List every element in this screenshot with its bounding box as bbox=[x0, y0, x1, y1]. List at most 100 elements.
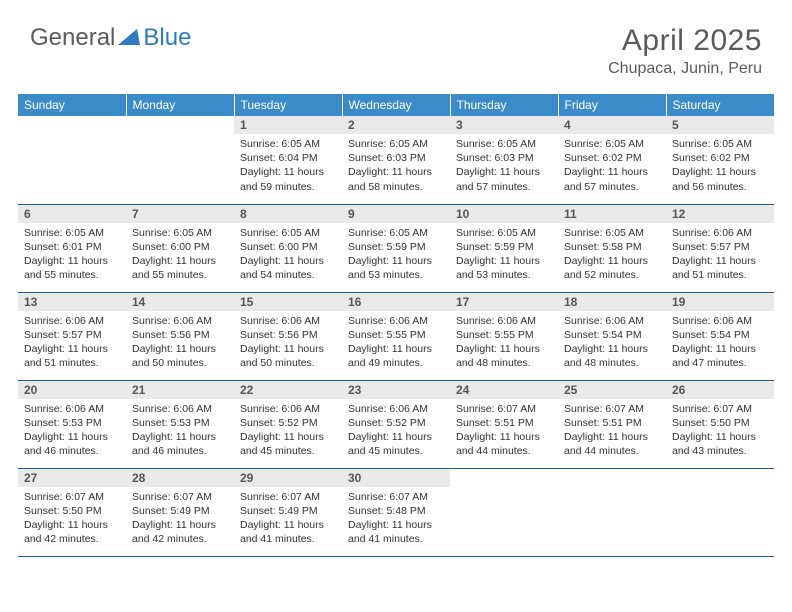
day-data: Sunrise: 6:06 AMSunset: 5:57 PMDaylight:… bbox=[18, 311, 126, 375]
day-number: 9 bbox=[342, 205, 450, 223]
weekday-header: Wednesday bbox=[342, 94, 450, 116]
day-number: 20 bbox=[18, 381, 126, 399]
location: Chupaca, Junin, Peru bbox=[608, 60, 762, 78]
day-data: Sunrise: 6:07 AMSunset: 5:51 PMDaylight:… bbox=[450, 399, 558, 463]
calendar-cell bbox=[666, 468, 774, 556]
day-data: Sunrise: 6:06 AMSunset: 5:55 PMDaylight:… bbox=[450, 311, 558, 375]
calendar-cell: 14Sunrise: 6:06 AMSunset: 5:56 PMDayligh… bbox=[126, 292, 234, 380]
day-number: 1 bbox=[234, 116, 342, 134]
day-data: Sunrise: 6:06 AMSunset: 5:52 PMDaylight:… bbox=[234, 399, 342, 463]
calendar-cell: 3Sunrise: 6:05 AMSunset: 6:03 PMDaylight… bbox=[450, 116, 558, 204]
day-data: Sunrise: 6:05 AMSunset: 6:01 PMDaylight:… bbox=[18, 223, 126, 287]
day-data: Sunrise: 6:05 AMSunset: 6:00 PMDaylight:… bbox=[234, 223, 342, 287]
day-data: Sunrise: 6:06 AMSunset: 5:55 PMDaylight:… bbox=[342, 311, 450, 375]
day-data: Sunrise: 6:07 AMSunset: 5:49 PMDaylight:… bbox=[234, 487, 342, 551]
day-data: Sunrise: 6:06 AMSunset: 5:53 PMDaylight:… bbox=[18, 399, 126, 463]
calendar-cell: 11Sunrise: 6:05 AMSunset: 5:58 PMDayligh… bbox=[558, 204, 666, 292]
day-data: Sunrise: 6:06 AMSunset: 5:54 PMDaylight:… bbox=[666, 311, 774, 375]
calendar-cell bbox=[450, 468, 558, 556]
calendar-cell: 19Sunrise: 6:06 AMSunset: 5:54 PMDayligh… bbox=[666, 292, 774, 380]
day-number: 3 bbox=[450, 116, 558, 134]
calendar-cell: 4Sunrise: 6:05 AMSunset: 6:02 PMDaylight… bbox=[558, 116, 666, 204]
day-data: Sunrise: 6:05 AMSunset: 6:02 PMDaylight:… bbox=[558, 134, 666, 198]
day-number: 25 bbox=[558, 381, 666, 399]
day-number: 4 bbox=[558, 116, 666, 134]
day-number: 15 bbox=[234, 293, 342, 311]
day-data: Sunrise: 6:05 AMSunset: 6:00 PMDaylight:… bbox=[126, 223, 234, 287]
day-data: Sunrise: 6:05 AMSunset: 6:04 PMDaylight:… bbox=[234, 134, 342, 198]
calendar-cell: 1Sunrise: 6:05 AMSunset: 6:04 PMDaylight… bbox=[234, 116, 342, 204]
day-data: Sunrise: 6:06 AMSunset: 5:54 PMDaylight:… bbox=[558, 311, 666, 375]
calendar-cell: 2Sunrise: 6:05 AMSunset: 6:03 PMDaylight… bbox=[342, 116, 450, 204]
day-number: 8 bbox=[234, 205, 342, 223]
day-number: 11 bbox=[558, 205, 666, 223]
calendar-row: ....1Sunrise: 6:05 AMSunset: 6:04 PMDayl… bbox=[18, 116, 774, 204]
day-data: Sunrise: 6:06 AMSunset: 5:53 PMDaylight:… bbox=[126, 399, 234, 463]
day-data: Sunrise: 6:05 AMSunset: 5:59 PMDaylight:… bbox=[342, 223, 450, 287]
day-number: 12 bbox=[666, 205, 774, 223]
day-number: 27 bbox=[18, 469, 126, 487]
calendar-table: SundayMondayTuesdayWednesdayThursdayFrid… bbox=[18, 94, 774, 557]
day-number: 18 bbox=[558, 293, 666, 311]
calendar-cell: 5Sunrise: 6:05 AMSunset: 6:02 PMDaylight… bbox=[666, 116, 774, 204]
day-number: 13 bbox=[18, 293, 126, 311]
triangle-icon bbox=[118, 27, 140, 50]
day-data: Sunrise: 6:07 AMSunset: 5:50 PMDaylight:… bbox=[18, 487, 126, 551]
day-data: Sunrise: 6:07 AMSunset: 5:49 PMDaylight:… bbox=[126, 487, 234, 551]
day-number: 29 bbox=[234, 469, 342, 487]
calendar-cell: 21Sunrise: 6:06 AMSunset: 5:53 PMDayligh… bbox=[126, 380, 234, 468]
day-data: Sunrise: 6:05 AMSunset: 5:58 PMDaylight:… bbox=[558, 223, 666, 287]
weekday-header: Thursday bbox=[450, 94, 558, 116]
day-number: 26 bbox=[666, 381, 774, 399]
calendar-cell: 15Sunrise: 6:06 AMSunset: 5:56 PMDayligh… bbox=[234, 292, 342, 380]
day-number: 24 bbox=[450, 381, 558, 399]
day-data: Sunrise: 6:07 AMSunset: 5:51 PMDaylight:… bbox=[558, 399, 666, 463]
logo-text-general: General bbox=[30, 24, 115, 52]
logo-text-blue: Blue bbox=[143, 24, 191, 52]
calendar-cell: 29Sunrise: 6:07 AMSunset: 5:49 PMDayligh… bbox=[234, 468, 342, 556]
day-number: 7 bbox=[126, 205, 234, 223]
title-block: April 2025 Chupaca, Junin, Peru bbox=[608, 24, 762, 78]
calendar-row: 27Sunrise: 6:07 AMSunset: 5:50 PMDayligh… bbox=[18, 468, 774, 556]
logo: General Blue bbox=[30, 24, 191, 52]
day-data: Sunrise: 6:06 AMSunset: 5:52 PMDaylight:… bbox=[342, 399, 450, 463]
day-data: Sunrise: 6:06 AMSunset: 5:57 PMDaylight:… bbox=[666, 223, 774, 287]
calendar-cell: 28Sunrise: 6:07 AMSunset: 5:49 PMDayligh… bbox=[126, 468, 234, 556]
day-number: 2 bbox=[342, 116, 450, 134]
calendar-row: 20Sunrise: 6:06 AMSunset: 5:53 PMDayligh… bbox=[18, 380, 774, 468]
calendar-cell: 30Sunrise: 6:07 AMSunset: 5:48 PMDayligh… bbox=[342, 468, 450, 556]
calendar-cell: 26Sunrise: 6:07 AMSunset: 5:50 PMDayligh… bbox=[666, 380, 774, 468]
calendar-cell: 10Sunrise: 6:05 AMSunset: 5:59 PMDayligh… bbox=[450, 204, 558, 292]
day-data: Sunrise: 6:05 AMSunset: 6:03 PMDaylight:… bbox=[342, 134, 450, 198]
day-number: 28 bbox=[126, 469, 234, 487]
calendar-cell: 12Sunrise: 6:06 AMSunset: 5:57 PMDayligh… bbox=[666, 204, 774, 292]
calendar-cell: 17Sunrise: 6:06 AMSunset: 5:55 PMDayligh… bbox=[450, 292, 558, 380]
calendar-cell: 22Sunrise: 6:06 AMSunset: 5:52 PMDayligh… bbox=[234, 380, 342, 468]
day-number: 5 bbox=[666, 116, 774, 134]
day-number: 17 bbox=[450, 293, 558, 311]
day-number: 19 bbox=[666, 293, 774, 311]
day-number: 6 bbox=[18, 205, 126, 223]
day-data: Sunrise: 6:06 AMSunset: 5:56 PMDaylight:… bbox=[126, 311, 234, 375]
calendar-cell: 16Sunrise: 6:06 AMSunset: 5:55 PMDayligh… bbox=[342, 292, 450, 380]
calendar-cell bbox=[558, 468, 666, 556]
header: General Blue April 2025 Chupaca, Junin, … bbox=[0, 0, 792, 86]
calendar-cell: 25Sunrise: 6:07 AMSunset: 5:51 PMDayligh… bbox=[558, 380, 666, 468]
day-number: 14 bbox=[126, 293, 234, 311]
calendar-cell: 6Sunrise: 6:05 AMSunset: 6:01 PMDaylight… bbox=[18, 204, 126, 292]
calendar-cell: 7Sunrise: 6:05 AMSunset: 6:00 PMDaylight… bbox=[126, 204, 234, 292]
calendar-cell: .. bbox=[126, 116, 234, 204]
day-number: 10 bbox=[450, 205, 558, 223]
calendar-row: 13Sunrise: 6:06 AMSunset: 5:57 PMDayligh… bbox=[18, 292, 774, 380]
calendar-cell: 27Sunrise: 6:07 AMSunset: 5:50 PMDayligh… bbox=[18, 468, 126, 556]
day-number: 23 bbox=[342, 381, 450, 399]
calendar-cell: 8Sunrise: 6:05 AMSunset: 6:00 PMDaylight… bbox=[234, 204, 342, 292]
weekday-header: Saturday bbox=[666, 94, 774, 116]
weekday-header: Sunday bbox=[18, 94, 126, 116]
calendar-cell: 9Sunrise: 6:05 AMSunset: 5:59 PMDaylight… bbox=[342, 204, 450, 292]
calendar-cell: 13Sunrise: 6:06 AMSunset: 5:57 PMDayligh… bbox=[18, 292, 126, 380]
day-data: Sunrise: 6:07 AMSunset: 5:48 PMDaylight:… bbox=[342, 487, 450, 551]
day-data: Sunrise: 6:06 AMSunset: 5:56 PMDaylight:… bbox=[234, 311, 342, 375]
calendar-header-row: SundayMondayTuesdayWednesdayThursdayFrid… bbox=[18, 94, 774, 116]
day-number: 16 bbox=[342, 293, 450, 311]
